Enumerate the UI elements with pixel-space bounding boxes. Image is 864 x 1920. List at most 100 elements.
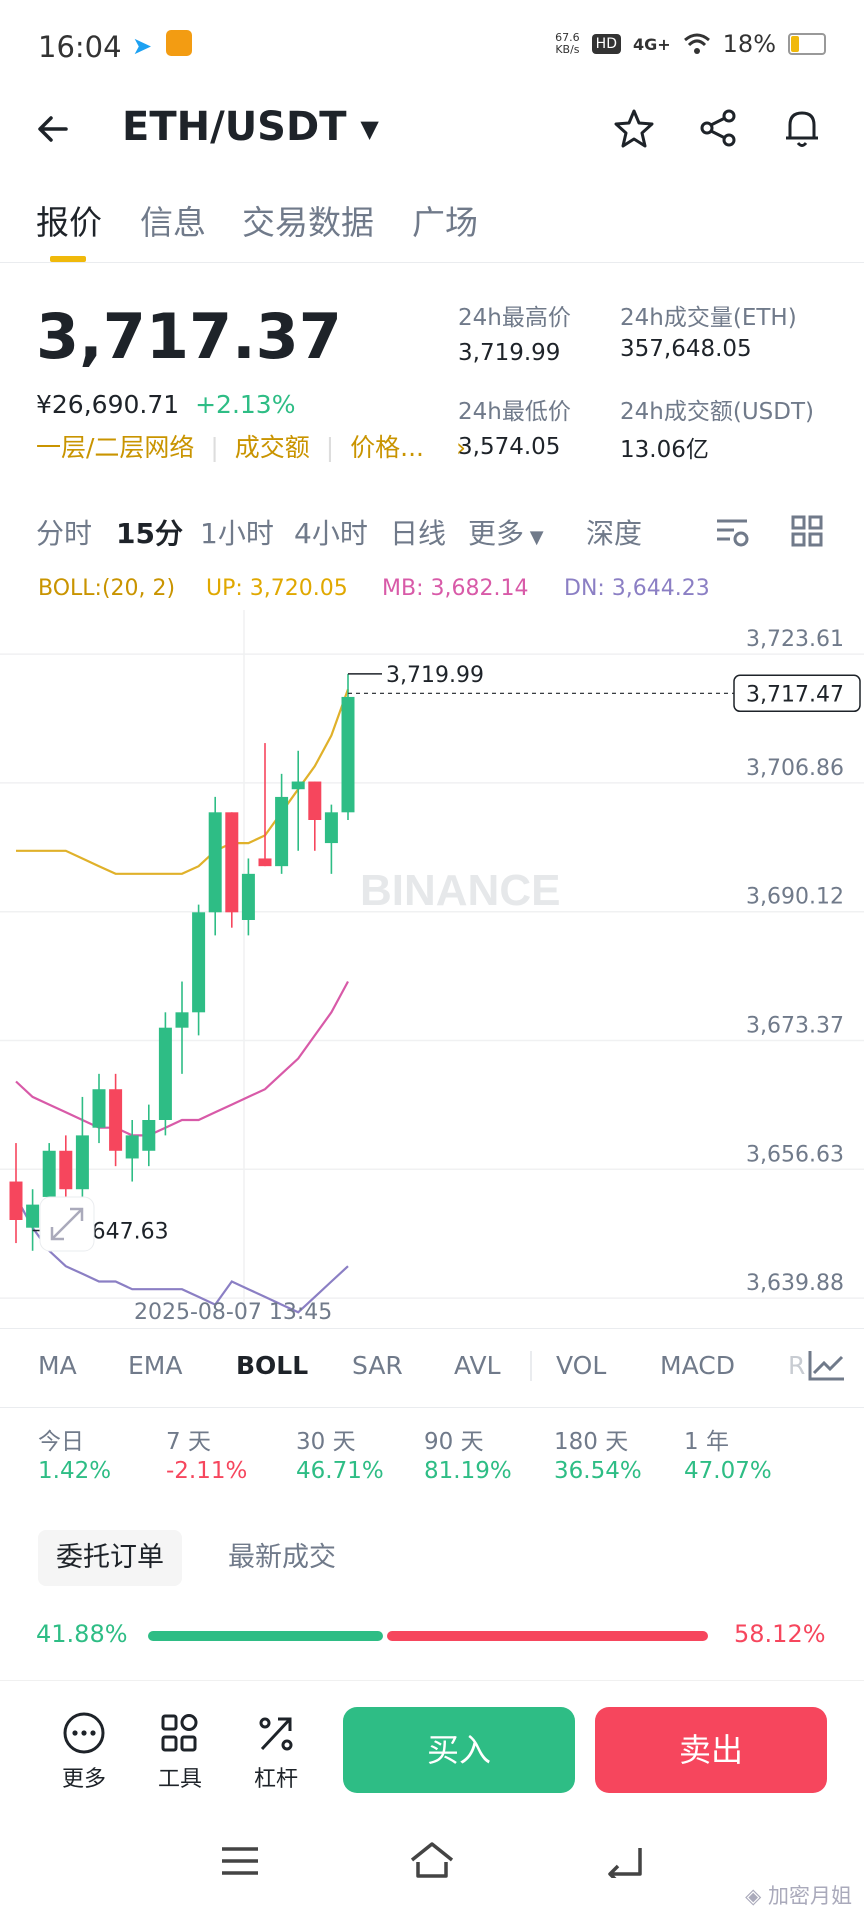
- perf-value: 1.42%: [38, 1458, 112, 1484]
- wifi-icon: [683, 33, 710, 54]
- leverage-label: 杠杆: [253, 1767, 298, 1792]
- tab-order-book[interactable]: 委托订单: [38, 1530, 182, 1586]
- sell-button[interactable]: 卖出: [595, 1707, 827, 1793]
- stat-high-label: 24h最高价: [458, 305, 571, 331]
- interval-1d[interactable]: 日线: [390, 517, 447, 550]
- crosshair-time-label: 2025-08-07 13:45: [134, 1300, 332, 1325]
- status-bar: 16:04 ➤ 67.6 KB/s HD 4G+ 18%: [0, 0, 864, 90]
- tab-quote[interactable]: 报价: [36, 203, 102, 242]
- perf-value: 36.54%: [554, 1458, 642, 1484]
- ind-sar[interactable]: SAR: [352, 1351, 403, 1380]
- high-marker-label: 3,719.99: [386, 663, 484, 688]
- y-axis-label: 3,690.12: [746, 885, 844, 910]
- buy-ratio: 41.88%: [36, 1620, 128, 1648]
- y-axis-label: 3,706.86: [746, 756, 844, 781]
- boll-params: BOLL:(20, 2): [38, 576, 176, 601]
- interval-15m[interactable]: 15分: [116, 517, 183, 550]
- tab-info[interactable]: 信息: [140, 203, 206, 242]
- stat-vol-eth-label: 24h成交量(ETH): [620, 305, 797, 331]
- leverage-button[interactable]: 杠杆: [236, 1711, 316, 1793]
- caret-down-icon: ▼: [524, 527, 544, 548]
- chevron-right-icon[interactable]: ›: [455, 433, 466, 462]
- candle-body: [208, 812, 222, 913]
- y-axis-label: 3,723.61: [746, 627, 844, 652]
- pair-title: ETH/USDT: [122, 104, 347, 150]
- candle-body: [59, 1150, 73, 1190]
- leverage-icon: [259, 1717, 293, 1751]
- indicator-tabs: MA EMA BOLL SAR AVL VOL MACD R: [0, 1328, 864, 1408]
- hd-badge: HD: [591, 34, 621, 54]
- telegram-icon: ➤: [132, 32, 153, 60]
- interval-more[interactable]: 更多 ▼: [468, 517, 544, 550]
- stat-vol-eth-value: 357,648.05: [620, 336, 752, 362]
- candle-body: [75, 1135, 89, 1190]
- depth-tab[interactable]: 深度: [586, 517, 643, 550]
- app-notification-icon: [166, 30, 192, 56]
- candle-body: [175, 1012, 189, 1028]
- candle-body: [324, 812, 338, 844]
- pair-selector[interactable]: ETH/USDT ▼: [122, 104, 379, 150]
- candle-body: [109, 1089, 123, 1151]
- bottom-action-bar: 更多 工具 杠杆 买入 卖出: [0, 1680, 864, 1811]
- tag-price[interactable]: 价格...: [350, 433, 424, 462]
- tag-volume[interactable]: 成交额: [234, 433, 310, 462]
- ind-avl[interactable]: AVL: [454, 1351, 501, 1380]
- stat-vol-usdt-value: 13.06亿: [620, 437, 709, 463]
- price-cny: ¥26,690.71: [36, 390, 180, 419]
- home-icon[interactable]: [408, 1840, 456, 1880]
- perf-label: 7 天: [166, 1429, 211, 1455]
- more-label: 更多: [61, 1767, 106, 1792]
- ind-boll[interactable]: BOLL: [236, 1351, 309, 1380]
- status-right: 67.6 KB/s HD 4G+ 18%: [555, 30, 826, 58]
- tools-grid-icon: [161, 1714, 198, 1752]
- expand-arrows-icon: [50, 1207, 84, 1241]
- stat-vol-usdt-label: 24h成交额(USDT): [620, 399, 814, 425]
- back-nav-icon[interactable]: [604, 1844, 644, 1878]
- bell-alert-icon[interactable]: [782, 106, 822, 150]
- tag-links: 一层/二层网络 | 成交额 | 价格... ›: [36, 433, 466, 462]
- ind-macd[interactable]: MACD: [660, 1351, 735, 1380]
- candlestick-chart[interactable]: BINANCE 3,723.61 3,706.86 3,690.12 3,673.37…: [0, 565, 864, 1325]
- candle-body: [9, 1181, 23, 1220]
- star-favorite-icon[interactable]: [614, 108, 654, 148]
- perf-label: 30 天: [296, 1429, 356, 1455]
- tools-button[interactable]: 工具: [140, 1711, 220, 1793]
- tag-layer-network[interactable]: 一层/二层网络: [36, 433, 195, 462]
- candle-body: [26, 1204, 40, 1228]
- battery-icon: [788, 33, 826, 55]
- ind-ema[interactable]: EMA: [128, 1351, 183, 1380]
- back-arrow-icon[interactable]: [36, 112, 70, 146]
- boll-mb: MB: 3,682.14: [382, 576, 529, 601]
- layout-grid-icon[interactable]: [790, 514, 824, 548]
- y-axis-label: 3,673.37: [746, 1014, 844, 1039]
- ind-ma[interactable]: MA: [38, 1351, 77, 1380]
- interval-4h[interactable]: 4小时: [294, 517, 368, 550]
- interval-1h[interactable]: 1小时: [200, 517, 274, 550]
- chart-settings-icon[interactable]: [714, 514, 750, 550]
- candle-body: [92, 1089, 106, 1128]
- ind-r[interactable]: R: [788, 1351, 806, 1380]
- candle-body: [142, 1120, 156, 1151]
- tab-square[interactable]: 广场: [412, 203, 478, 242]
- ind-vol[interactable]: VOL: [556, 1351, 607, 1380]
- stat-low-value: 3,574.05: [458, 434, 561, 460]
- caret-down-icon: ▼: [360, 115, 379, 143]
- tab-trading-data[interactable]: 交易数据: [242, 203, 374, 242]
- candle-body: [275, 796, 289, 867]
- tab-latest-trades[interactable]: 最新成交: [228, 1542, 336, 1573]
- candle-body: [158, 1027, 172, 1120]
- perf-label: 180 天: [554, 1429, 629, 1455]
- more-dots-icon: [63, 1712, 105, 1754]
- price-sub-row: ¥26,690.71 +2.13%: [36, 390, 295, 419]
- menu-icon[interactable]: [220, 1846, 260, 1876]
- sell-ratio: 58.12%: [734, 1620, 826, 1648]
- candle-body: [225, 812, 239, 913]
- y-axis-label: 3,639.88: [746, 1271, 844, 1296]
- share-icon[interactable]: [698, 108, 738, 148]
- more-button[interactable]: 更多: [44, 1711, 124, 1793]
- buy-button[interactable]: 买入: [343, 1707, 575, 1793]
- indicator-chart-icon[interactable]: [806, 1347, 846, 1383]
- signal-icon: 4G+: [632, 34, 671, 54]
- perf-label: 今日: [38, 1429, 84, 1455]
- interval-timeline[interactable]: 分时: [36, 517, 93, 550]
